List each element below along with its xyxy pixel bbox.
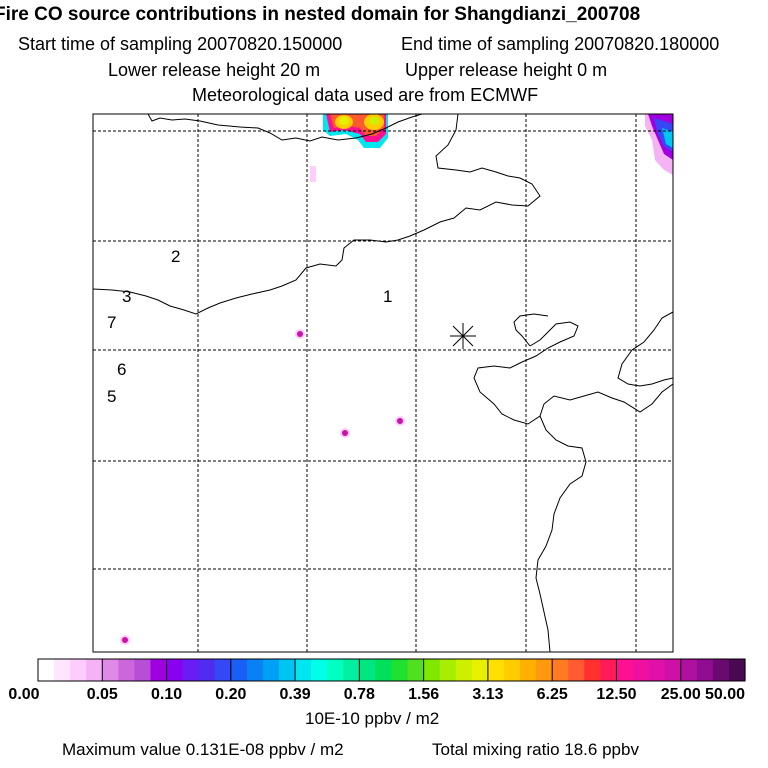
colorbar-cell [150,659,168,681]
colorbar-ticks [37,659,746,681]
colorbar-tick-label: 0.20 [215,686,246,703]
colorbar-cell [584,659,601,681]
colorbar-cell [520,659,537,681]
fire-spots [120,329,405,645]
colorbar-cell [54,659,71,681]
colorbar-cell [327,659,344,681]
colorbar-cell [343,659,360,681]
colorbar-cell [616,659,634,681]
colorbar-cell [648,659,666,681]
colorbar-tick-labels: 0.00 0.05 0.10 0.20 0.39 0.78 1.56 3.13 6.25 12.5… [8,686,745,703]
colorbar-cell [295,659,312,681]
coastline [473,311,673,652]
boundaries [93,114,541,315]
colorbar-cell [86,659,103,681]
colorbar-cell [600,659,618,681]
colorbar-cell [487,659,505,681]
colorbar-cell [552,659,569,681]
colorbar-cell [70,659,87,681]
location-label-5: 5 [107,387,116,406]
colorbar-cell [503,659,521,681]
colorbar-cell [728,659,746,681]
colorbar-tick-label: 25.00 [661,686,701,703]
colorbar-cell [471,659,489,681]
colorbar-tick-label: 1.56 [408,686,439,703]
met-data-source: Meteorological data used are from ECMWF [192,85,539,105]
colorbar-units: 10E-10 ppbv / m2 [305,709,440,728]
colorbar-cell [279,659,296,681]
colorbar-tick-label: 50.00 [705,686,745,703]
colorbar-cell [664,659,682,681]
colorbar-cell [166,659,184,681]
maximum-value: Maximum value 0.131E-08 ppbv / m2 [62,740,344,759]
location-label-2: 2 [171,247,180,266]
colorbar-cell [568,659,585,681]
colorbar-cell [134,659,152,681]
location-label-6: 6 [117,360,126,379]
end-time: End time of sampling 20070820.180000 [401,34,720,54]
star-icon [450,323,476,349]
lat-lon-grid [93,114,673,652]
location-label-1: 1 [383,287,392,306]
colorbar-tick-label: 0.39 [280,686,311,703]
lower-release-height: Lower release height 20 m [108,60,321,80]
colorbar-tick-label: 12.50 [596,686,636,703]
colorbar-cell [423,659,441,681]
colorbar-cell [262,659,280,681]
plot-title: Fire CO source contributions in nested d… [0,4,641,25]
colorbar-tick-label: 3.13 [472,686,503,703]
colorbar-cell [680,659,698,681]
colorbar-cell [712,659,730,681]
colorbar-cell [198,659,216,681]
location-label-7: 7 [107,313,116,332]
colorbar-cell [246,659,264,681]
colorbar-cell [118,659,136,681]
colorbar-tick-label: 6.25 [537,686,568,703]
start-time: Start time of sampling 20070820.150000 [18,34,343,54]
colorbar-tick-label: 0.10 [151,686,182,703]
map-content: 1 2 3 7 6 5 [93,114,673,652]
colorbar-cell [375,659,393,681]
location-label-3: 3 [122,287,131,306]
colorbar-cell [455,659,473,681]
colorbar-cell [439,659,457,681]
colorbar-cell [230,659,248,681]
colorbar-cell [696,659,714,681]
upper-release-height: Upper release height 0 m [405,60,608,80]
colorbar-cell [38,659,55,681]
colorbar-tick-label: 0.05 [87,686,118,703]
map-frame [92,113,674,653]
fire-plume-corner [645,114,673,175]
colorbar-cell [214,659,232,681]
release-heights: Lower release height 20 m Upper release … [108,60,768,81]
colorbar-cell [407,659,425,681]
colorbar-cells [37,658,746,682]
colorbar-cell [536,659,553,681]
colorbar-cell [359,659,377,681]
total-mixing-ratio: Total mixing ratio 18.6 ppbv [432,740,639,759]
colorbar-cell [182,659,200,681]
colorbar-cell [391,659,409,681]
colorbar-cell [632,659,650,681]
colorbar-cell [102,659,119,681]
colorbar-cell [311,659,328,681]
sampling-times: Start time of sampling 20070820.150000 E… [18,34,768,55]
colorbar-tick-label: 0.78 [344,686,375,703]
colorbar-tick-label: 0.00 [8,686,39,703]
